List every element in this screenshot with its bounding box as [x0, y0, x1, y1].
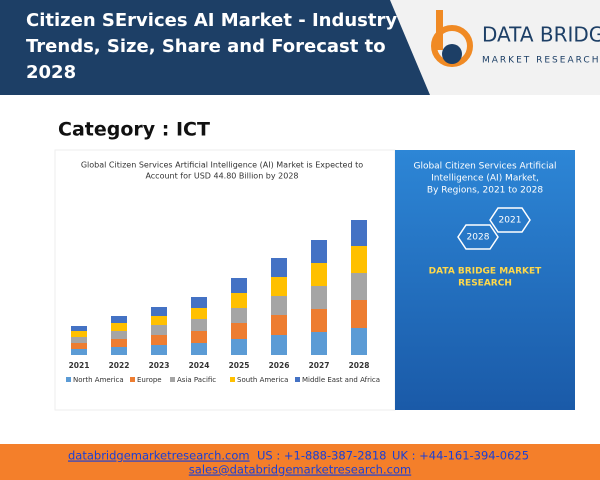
x-tick-label: 2023	[149, 361, 170, 370]
bar-segment	[351, 300, 367, 328]
side-title-line: Global Citizen Services Artificial	[413, 162, 556, 172]
legend-swatch	[170, 377, 175, 382]
legend-swatch	[130, 377, 135, 382]
title-line: Trends, Size, Share and Forecast to	[26, 36, 386, 57]
bar-segment	[71, 343, 87, 349]
bar-segment	[191, 319, 207, 331]
bar-segment	[311, 240, 327, 263]
category-label: Category : ICT	[58, 119, 210, 141]
us-phone: US : +1-888-387-2818	[257, 449, 386, 463]
legend-swatch	[295, 377, 300, 382]
email-link[interactable]: sales@databridgemarketresearch.com	[189, 463, 411, 477]
bar-segment	[71, 337, 87, 343]
hexagon	[457, 224, 499, 250]
bar-segment	[351, 328, 367, 355]
bar-segment	[151, 325, 167, 335]
logo-icon	[431, 10, 473, 67]
bar-segment	[351, 273, 367, 300]
x-tick-label: 2025	[229, 361, 250, 370]
bar-segment	[271, 296, 287, 315]
bar-segment	[311, 286, 327, 309]
bar-segment	[111, 339, 127, 347]
bar-segment	[231, 323, 247, 339]
side-panel	[395, 150, 575, 410]
logo-tagline: MARKET RESEARCH	[482, 56, 600, 66]
logo-name: DATA BRIDGE	[482, 23, 600, 47]
x-tick-label: 2027	[309, 361, 330, 370]
bar-segment	[271, 277, 287, 296]
side-panel-title: Global Citizen Services Artificial Intell…	[413, 162, 556, 196]
x-tick-label: 2021	[69, 361, 90, 370]
bar-segment	[151, 307, 167, 316]
chart-title-line: Global Citizen Services Artificial Intel…	[81, 161, 363, 170]
chart-title: Global Citizen Services Artificial Intel…	[81, 161, 363, 181]
bar-segment	[71, 326, 87, 331]
chart-panel	[54, 149, 396, 411]
bar-segment	[271, 258, 287, 277]
bar-segment	[111, 347, 127, 355]
bar-segment	[111, 323, 127, 331]
header-title: Citizen SErvices AI Market - Industry Tre…	[26, 10, 397, 83]
side-title-line: Intelligence (AI) Market,	[431, 174, 539, 184]
side-brand: DATA BRIDGE MARKET	[429, 267, 543, 277]
title-line: 2028	[26, 62, 76, 83]
footer-bg	[0, 444, 600, 480]
x-tick-label: 2026	[269, 361, 290, 370]
bar-segment	[151, 316, 167, 325]
bar-segment	[71, 331, 87, 337]
bar-segment	[231, 339, 247, 355]
bar-segment	[311, 309, 327, 332]
x-tick-label: 2022	[109, 361, 130, 370]
uk-phone: UK : +44-161-394-0625	[392, 449, 529, 463]
bar-segment	[351, 220, 367, 246]
bar-segment	[111, 331, 127, 339]
bar-segment	[231, 293, 247, 308]
side-title-line: By Regions, 2021 to 2028	[427, 186, 543, 196]
bar-segment	[151, 345, 167, 355]
bar-segment	[151, 335, 167, 345]
bar-segment	[271, 315, 287, 335]
bar-segment	[71, 349, 87, 355]
title-line: Citizen SErvices AI Market - Industry	[26, 10, 397, 31]
x-tick-label: 2028	[349, 361, 370, 370]
bar-segment	[311, 263, 327, 286]
legend-label: Middle East and Africa	[302, 376, 380, 384]
bar-segment	[231, 278, 247, 293]
legend-label: North America	[73, 376, 124, 384]
bar-segment	[191, 297, 207, 308]
bar-segment	[191, 343, 207, 355]
bar-segment	[191, 331, 207, 343]
bar-segment	[111, 316, 127, 323]
website-link[interactable]: databridgemarketresearch.com	[68, 449, 250, 463]
bar-segment	[351, 246, 367, 273]
hex-label: 2021	[499, 216, 522, 226]
hex-label: 2028	[467, 233, 490, 243]
bar-segment	[191, 308, 207, 319]
legend-swatch	[230, 377, 235, 382]
chart-title-line: Account for USD 44.80 Billion by 2028	[145, 172, 298, 181]
legend-swatch	[66, 377, 71, 382]
x-tick-label: 2024	[189, 361, 210, 370]
bar-segment	[271, 335, 287, 355]
bar-segment	[231, 308, 247, 323]
legend-label: Europe	[137, 376, 162, 384]
bar-segment	[311, 332, 327, 355]
legend-label: South America	[237, 376, 288, 384]
side-brand: RESEARCH	[458, 279, 512, 289]
legend-label: Asia Pacific	[177, 376, 216, 384]
hexagon	[489, 207, 531, 233]
